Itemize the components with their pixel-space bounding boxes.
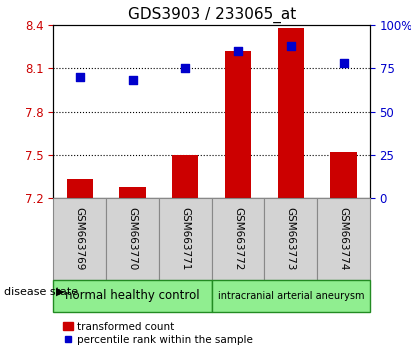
Bar [212,198,264,280]
Point [129,78,136,83]
Title: GDS3903 / 233065_at: GDS3903 / 233065_at [127,7,296,23]
Point [340,60,347,66]
Text: intracranial arterial aneurysm: intracranial arterial aneurysm [217,291,364,301]
Bar [119,187,146,198]
Text: GSM663771: GSM663771 [180,207,190,271]
Bar [53,280,212,312]
Bar [172,155,199,198]
Text: normal healthy control: normal healthy control [65,289,200,302]
Bar [212,280,370,312]
Point [182,65,189,71]
Bar [67,179,93,198]
Text: GSM663770: GSM663770 [127,207,138,271]
Bar [277,28,304,198]
Point [76,74,83,80]
Text: disease state: disease state [4,287,78,297]
Text: GSM663773: GSM663773 [286,207,296,271]
Legend: transformed count, percentile rank within the sample: transformed count, percentile rank withi… [59,317,257,349]
Bar [225,51,251,198]
Text: GSM663769: GSM663769 [75,207,85,271]
Point [235,48,241,53]
Text: GSM663772: GSM663772 [233,207,243,271]
Bar [264,198,317,280]
Bar [317,198,370,280]
Bar [159,198,212,280]
Text: GSM663774: GSM663774 [339,207,349,271]
Point [287,43,294,48]
Text: ▶: ▶ [55,287,64,297]
Bar [106,198,159,280]
Bar [53,198,106,280]
Bar [330,152,357,198]
